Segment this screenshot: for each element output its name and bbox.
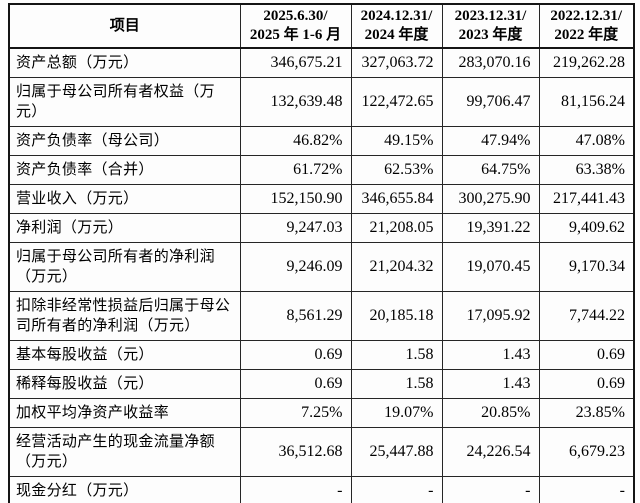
cell-value: 64.75%: [441, 155, 540, 185]
cell-value: -: [350, 476, 443, 503]
table-row-net-profit: 净利润（万元） 9,247.03 21,208.05 19,391.22 9,4…: [8, 213, 635, 243]
cell-value: 219,262.28: [538, 47, 635, 78]
table-row-weighted-roe: 加权平均净资产收益率 7.25% 19.07% 20.85% 23.85%: [8, 398, 635, 428]
cell-value: 0.69: [239, 340, 352, 370]
row-label: 扣除非经常性损益后归属于母公 司所有者的净利润（万元）: [8, 291, 241, 341]
row-label: 营业收入（万元）: [8, 184, 241, 214]
cell-value: 99,706.47: [441, 77, 540, 127]
cell-value: 24,226.54: [441, 427, 540, 477]
row-label: 净利润（万元）: [8, 213, 241, 243]
cell-value: 49.15%: [350, 126, 443, 156]
cell-value: 81,156.24: [538, 77, 635, 127]
column-header-period-2024: 2024.12.31/ 2024 年度: [350, 3, 443, 49]
table-row-operating-cash-flow: 经营活动产生的现金流量净额 （万元） 36,512.68 25,447.88 2…: [8, 427, 635, 477]
table-row-net-profit-excl-nonrecurring: 扣除非经常性损益后归属于母公 司所有者的净利润（万元） 8,561.29 20,…: [8, 291, 635, 341]
cell-value: 327,063.72: [350, 47, 443, 78]
cell-value: -: [239, 476, 352, 503]
cell-value: 283,070.16: [441, 47, 540, 78]
cell-value: 19,070.45: [441, 242, 540, 292]
cell-value: 20.85%: [441, 398, 540, 428]
cell-value: 36,512.68: [239, 427, 352, 477]
cell-value: 23.85%: [538, 398, 635, 428]
cell-value: 19.07%: [350, 398, 443, 428]
column-header-item: 项目: [8, 3, 241, 49]
cell-value: 0.69: [538, 369, 635, 399]
cell-value: 20,185.18: [350, 291, 443, 341]
column-header-period-2022: 2022.12.31/ 2022 年度: [538, 3, 635, 49]
cell-value: 9,409.62: [538, 213, 635, 243]
cell-value: 152,150.90: [239, 184, 352, 214]
table-row-debt-ratio-consolidated: 资产负债率（合并） 61.72% 62.53% 64.75% 63.38%: [8, 155, 635, 185]
header-row: 项目 2025.6.30/ 2025 年 1-6 月 2024.12.31/ 2…: [8, 3, 635, 49]
table-row-cash-dividend: 现金分红（万元） - - - -: [8, 476, 635, 503]
row-label: 归属于母公司所有者的净利润 （万元）: [8, 242, 241, 292]
financial-summary-table: 项目 2025.6.30/ 2025 年 1-6 月 2024.12.31/ 2…: [8, 3, 635, 503]
cell-value: 7,744.22: [538, 291, 635, 341]
cell-value: -: [538, 476, 635, 503]
cell-value: 122,472.65: [350, 77, 443, 127]
table-row-basic-eps: 基本每股收益（元） 0.69 1.58 1.43 0.69: [8, 340, 635, 370]
row-label: 稀释每股收益（元）: [8, 369, 241, 399]
row-label: 经营活动产生的现金流量净额 （万元）: [8, 427, 241, 477]
cell-value: 346,655.84: [350, 184, 443, 214]
column-header-period-2025: 2025.6.30/ 2025 年 1-6 月: [239, 3, 352, 49]
cell-value: 1.43: [441, 369, 540, 399]
cell-value: 0.69: [239, 369, 352, 399]
cell-value: 62.53%: [350, 155, 443, 185]
cell-value: 1.58: [350, 340, 443, 370]
cell-value: 21,208.05: [350, 213, 443, 243]
row-label: 现金分红（万元）: [8, 476, 241, 503]
cell-value: 7.25%: [239, 398, 352, 428]
row-label: 加权平均净资产收益率: [8, 398, 241, 428]
cell-value: 0.69: [538, 340, 635, 370]
cell-value: -: [441, 476, 540, 503]
cell-value: 9,170.34: [538, 242, 635, 292]
table-row-debt-ratio-parent: 资产负债率（母公司） 46.82% 49.15% 47.94% 47.08%: [8, 126, 635, 156]
cell-value: 47.94%: [441, 126, 540, 156]
table-row-operating-revenue: 营业收入（万元） 152,150.90 346,655.84 300,275.9…: [8, 184, 635, 214]
cell-value: 9,247.03: [239, 213, 352, 243]
cell-value: 217,441.43: [538, 184, 635, 214]
cell-value: 63.38%: [538, 155, 635, 185]
cell-value: 1.58: [350, 369, 443, 399]
cell-value: 46.82%: [239, 126, 352, 156]
cell-value: 8,561.29: [239, 291, 352, 341]
table-row-diluted-eps: 稀释每股收益（元） 0.69 1.58 1.43 0.69: [8, 369, 635, 399]
cell-value: 47.08%: [538, 126, 635, 156]
table-row-total-assets: 资产总额（万元） 346,675.21 327,063.72 283,070.1…: [8, 47, 635, 78]
row-label: 资产总额（万元）: [8, 47, 241, 78]
table-row-parent-equity: 归属于母公司所有者权益（万元） 132,639.48 122,472.65 99…: [8, 77, 635, 127]
row-label: 基本每股收益（元）: [8, 340, 241, 370]
row-label: 资产负债率（合并）: [8, 155, 241, 185]
cell-value: 346,675.21: [239, 47, 352, 78]
cell-value: 17,095.92: [441, 291, 540, 341]
cell-value: 21,204.32: [350, 242, 443, 292]
cell-value: 9,246.09: [239, 242, 352, 292]
cell-value: 132,639.48: [239, 77, 352, 127]
cell-value: 1.43: [441, 340, 540, 370]
cell-value: 25,447.88: [350, 427, 443, 477]
cell-value: 61.72%: [239, 155, 352, 185]
cell-value: 19,391.22: [441, 213, 540, 243]
cell-value: 300,275.90: [441, 184, 540, 214]
table-row-net-profit-parent: 归属于母公司所有者的净利润 （万元） 9,246.09 21,204.32 19…: [8, 242, 635, 292]
row-label: 归属于母公司所有者权益（万元）: [8, 77, 241, 127]
row-label: 资产负债率（母公司）: [8, 126, 241, 156]
column-header-period-2023: 2023.12.31/ 2023 年度: [441, 3, 540, 49]
cell-value: 6,679.23: [538, 427, 635, 477]
